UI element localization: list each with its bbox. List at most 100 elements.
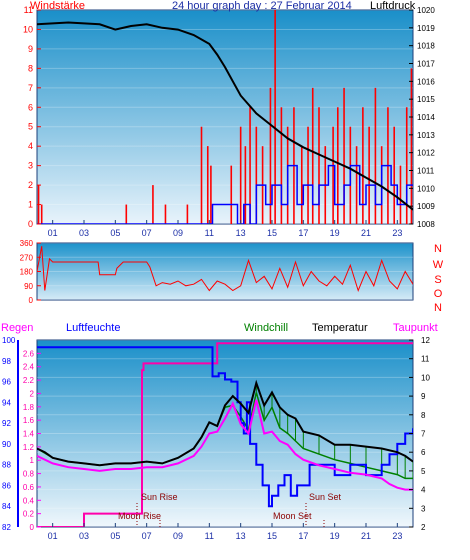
x-tick-label: 15 — [267, 531, 277, 541]
x-tick-label: 01 — [48, 228, 58, 238]
pressure-tick-label: 1008 — [417, 220, 435, 229]
x-tick-label: 17 — [298, 228, 308, 238]
wind-speed-tick-label: 10 — [23, 24, 33, 34]
sun-rise-label: Sun Rise — [141, 492, 178, 502]
humidity-tick-label: 92 — [2, 419, 11, 428]
x-tick-label: 19 — [330, 531, 340, 541]
pressure-tick-label: 1013 — [417, 131, 435, 140]
humidity-tick-label: 100 — [2, 336, 16, 345]
rain-tick-label: 1 — [30, 456, 35, 465]
temperature-tick-label: 10 — [421, 373, 430, 382]
wind-direction-line — [37, 246, 413, 292]
direction-tick-label: 90 — [24, 282, 33, 291]
rain-tick-label: 0 — [30, 523, 35, 532]
temperature-tick-label: 8 — [421, 411, 426, 420]
x-tick-label: 03 — [79, 228, 89, 238]
compass-label: S — [434, 274, 441, 286]
direction-tick-label: 360 — [20, 239, 34, 248]
wind-speed-tick-label: 0 — [28, 219, 33, 229]
pressure-tick-label: 1010 — [417, 184, 435, 193]
pressure-axis-label: Luftdruck — [370, 0, 416, 12]
humidity-axis-label: Luftfeuchte — [66, 322, 120, 334]
pressure-tick-label: 1017 — [417, 60, 435, 69]
rain-tick-label: 2 — [30, 389, 35, 398]
wind-speed-tick-label: 7 — [28, 83, 33, 93]
temperature-tick-label: 5 — [421, 467, 426, 476]
rain-tick-label: 1.6 — [23, 416, 35, 425]
pressure-tick-label: 1015 — [417, 95, 435, 104]
x-tick-label: 15 — [267, 228, 277, 238]
compass-label: O — [434, 288, 443, 300]
rain-tick-label: 2.4 — [23, 363, 35, 372]
wind-speed-tick-label: 9 — [28, 44, 33, 54]
humidity-tick-label: 94 — [2, 398, 11, 407]
mean-wind-line — [37, 164, 413, 224]
sun-set-label: Sun Set — [309, 492, 342, 502]
pressure-line — [37, 21, 413, 211]
rain-axis-label: Regen — [1, 322, 33, 334]
x-tick-label: 09 — [173, 228, 183, 238]
rain-tick-label: 1.4 — [23, 430, 35, 439]
rain-line — [37, 342, 413, 527]
dewpoint-line — [37, 399, 413, 491]
temperature-humidity-panel: 82848688909294969810000.20.40.60.811.21.… — [1, 322, 438, 541]
pressure-tick-label: 1016 — [417, 77, 435, 86]
humidity-tick-label: 96 — [2, 378, 11, 387]
rain-tick-label: 2.6 — [23, 349, 35, 358]
humidity-tick-label: 98 — [2, 357, 11, 366]
rain-tick-label: 0.8 — [23, 470, 35, 479]
pressure-tick-label: 1009 — [417, 202, 435, 211]
humidity-tick-label: 84 — [2, 502, 11, 511]
temperature-line — [37, 379, 413, 467]
pressure-tick-label: 1012 — [417, 149, 435, 158]
wind-speed-tick-label: 6 — [28, 102, 33, 112]
windchill-legend-label: Windchill — [244, 322, 288, 334]
temperature-tick-label: 2 — [421, 523, 426, 532]
compass-label: N — [434, 302, 442, 314]
wind-speed-tick-label: 11 — [24, 5, 33, 15]
temperature-tick-label: 11 — [421, 355, 430, 364]
x-tick-label: 09 — [173, 531, 183, 541]
temperature-tick-label: 6 — [421, 448, 426, 457]
wind-speed-tick-label: 2 — [28, 180, 33, 190]
x-tick-label: 05 — [110, 531, 120, 541]
rain-tick-label: 2.2 — [23, 376, 35, 385]
x-tick-label: 03 — [79, 531, 89, 541]
x-tick-label: 11 — [205, 228, 214, 238]
rain-tick-label: 0.6 — [23, 483, 35, 492]
wind-speed-tick-label: 4 — [28, 141, 33, 151]
pressure-tick-label: 1020 — [417, 6, 435, 15]
wind-speed-tick-label: 8 — [28, 63, 33, 73]
wind-speed-tick-label: 5 — [28, 122, 33, 132]
wind-speed-tick-label: 1 — [28, 200, 33, 210]
x-tick-label: 17 — [298, 531, 308, 541]
x-tick-label: 23 — [392, 228, 402, 238]
compass-label: N — [434, 243, 442, 255]
pressure-tick-label: 1011 — [417, 167, 435, 176]
moon-rise-label: Moon Rise — [118, 511, 161, 521]
pressure-tick-label: 1019 — [417, 24, 435, 33]
temperature-humidity-plot-area — [36, 339, 414, 528]
direction-tick-label: 0 — [29, 296, 34, 305]
temperature-tick-label: 4 — [421, 486, 426, 495]
x-tick-label: 21 — [361, 228, 371, 238]
x-tick-label: 05 — [110, 228, 120, 238]
pressure-tick-label: 1018 — [417, 42, 435, 51]
moon-set-label: Moon Set — [273, 511, 312, 521]
x-tick-label: 19 — [330, 228, 340, 238]
compass-label: W — [433, 259, 444, 271]
temperature-tick-label: 9 — [421, 392, 426, 401]
x-tick-label: 11 — [205, 531, 214, 541]
x-tick-label: 23 — [392, 531, 402, 541]
dewpoint-legend-label: Taupunkt — [393, 322, 438, 334]
humidity-tick-label: 88 — [2, 461, 11, 470]
x-tick-label: 07 — [142, 531, 152, 541]
x-tick-label: 07 — [142, 228, 152, 238]
rain-tick-label: 0.2 — [23, 510, 35, 519]
wind-speed-axis-label: Windstärke — [30, 0, 85, 12]
direction-tick-label: 180 — [20, 268, 34, 277]
wind-speed-tick-label: 3 — [28, 161, 33, 171]
